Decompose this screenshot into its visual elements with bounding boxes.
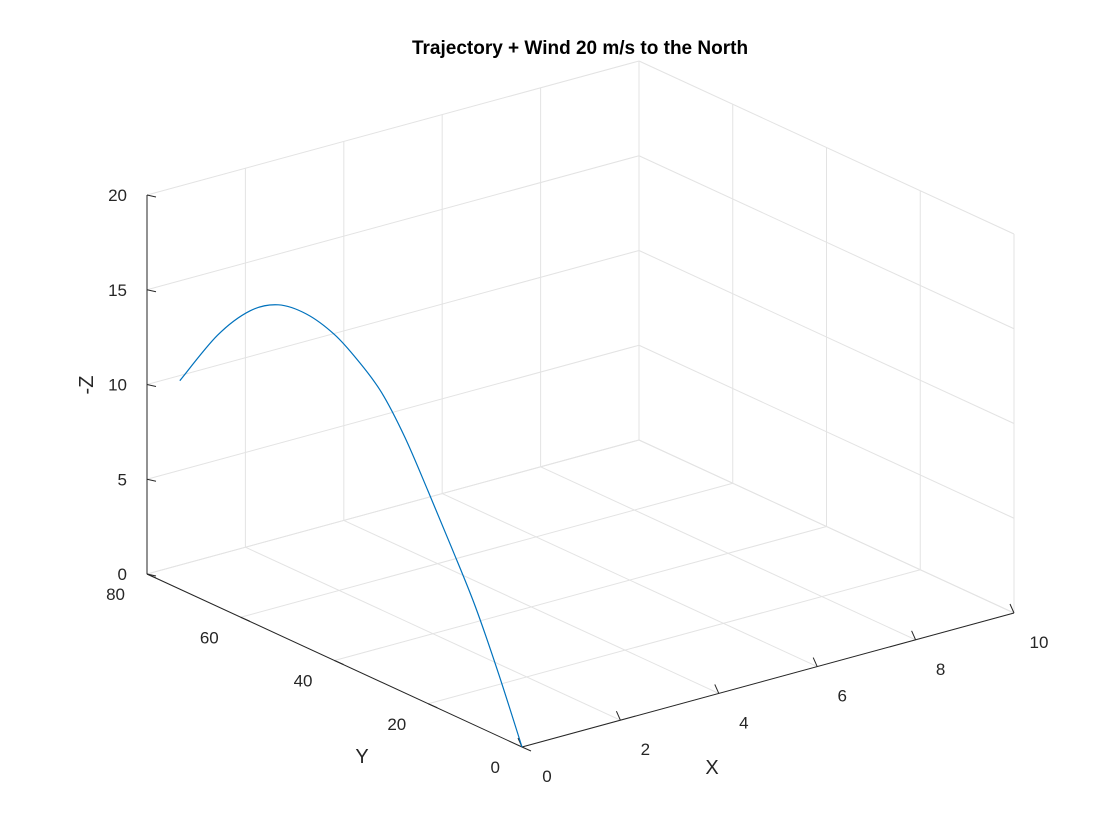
x-tick-label: 4 [739,713,748,732]
y-tick-label: 80 [106,585,125,604]
x-axis-line [521,612,1015,748]
z-tick-label: 5 [118,470,127,489]
z-axis-label: -Z [76,376,98,395]
grid-line [638,155,1015,330]
grid-line [638,344,1015,519]
y-tick-mark [334,660,344,665]
chart-title: Trajectory + Wind 20 m/s to the North [412,38,748,59]
grid-line [146,60,640,196]
trajectory-line [179,304,523,748]
grid-line [146,250,640,385]
z-tick-mark [146,289,157,293]
x-tick-label: 6 [837,687,846,706]
grid-line [334,526,827,661]
z-tick-label: 20 [108,186,127,205]
grid-line [240,482,733,618]
x-tick-mark [812,657,818,667]
z-tick-label: 0 [118,565,127,584]
grid-line [638,250,1015,424]
x-tick-label: 2 [641,740,650,759]
grid-line [428,569,921,705]
y-tick-label: 40 [294,672,313,691]
z-tick-mark [146,573,157,577]
z-tick-label: 15 [108,281,127,300]
y-tick-mark [240,616,250,622]
x-axis-label: X [705,757,718,779]
axes [146,194,1015,752]
z-tick-mark [146,384,157,387]
y-axis-label: Y [355,746,368,768]
grid-line [146,439,640,575]
x-tick-mark [714,684,720,694]
z-tick-mark [146,194,157,198]
y-tick-mark [428,703,438,709]
y-tick-label: 20 [387,715,406,734]
x-tick-label: 10 [1030,633,1049,652]
grid-line [638,60,1015,235]
y-tick-label: 60 [200,628,219,647]
y-tick-mark [521,746,532,752]
grid-line [146,155,640,291]
series-layer [179,304,523,748]
x-tick-mark [911,630,917,641]
z-tick-label: 10 [108,376,127,395]
y-tick-label: 0 [491,758,500,777]
x-tick-mark [1009,603,1015,614]
z-tick-mark [146,478,157,482]
x-tick-label: 8 [936,660,945,679]
grid-line [638,439,1015,614]
x-tick-label: 0 [542,767,551,786]
grid-lines [146,60,1015,748]
x-tick-mark [615,710,621,721]
